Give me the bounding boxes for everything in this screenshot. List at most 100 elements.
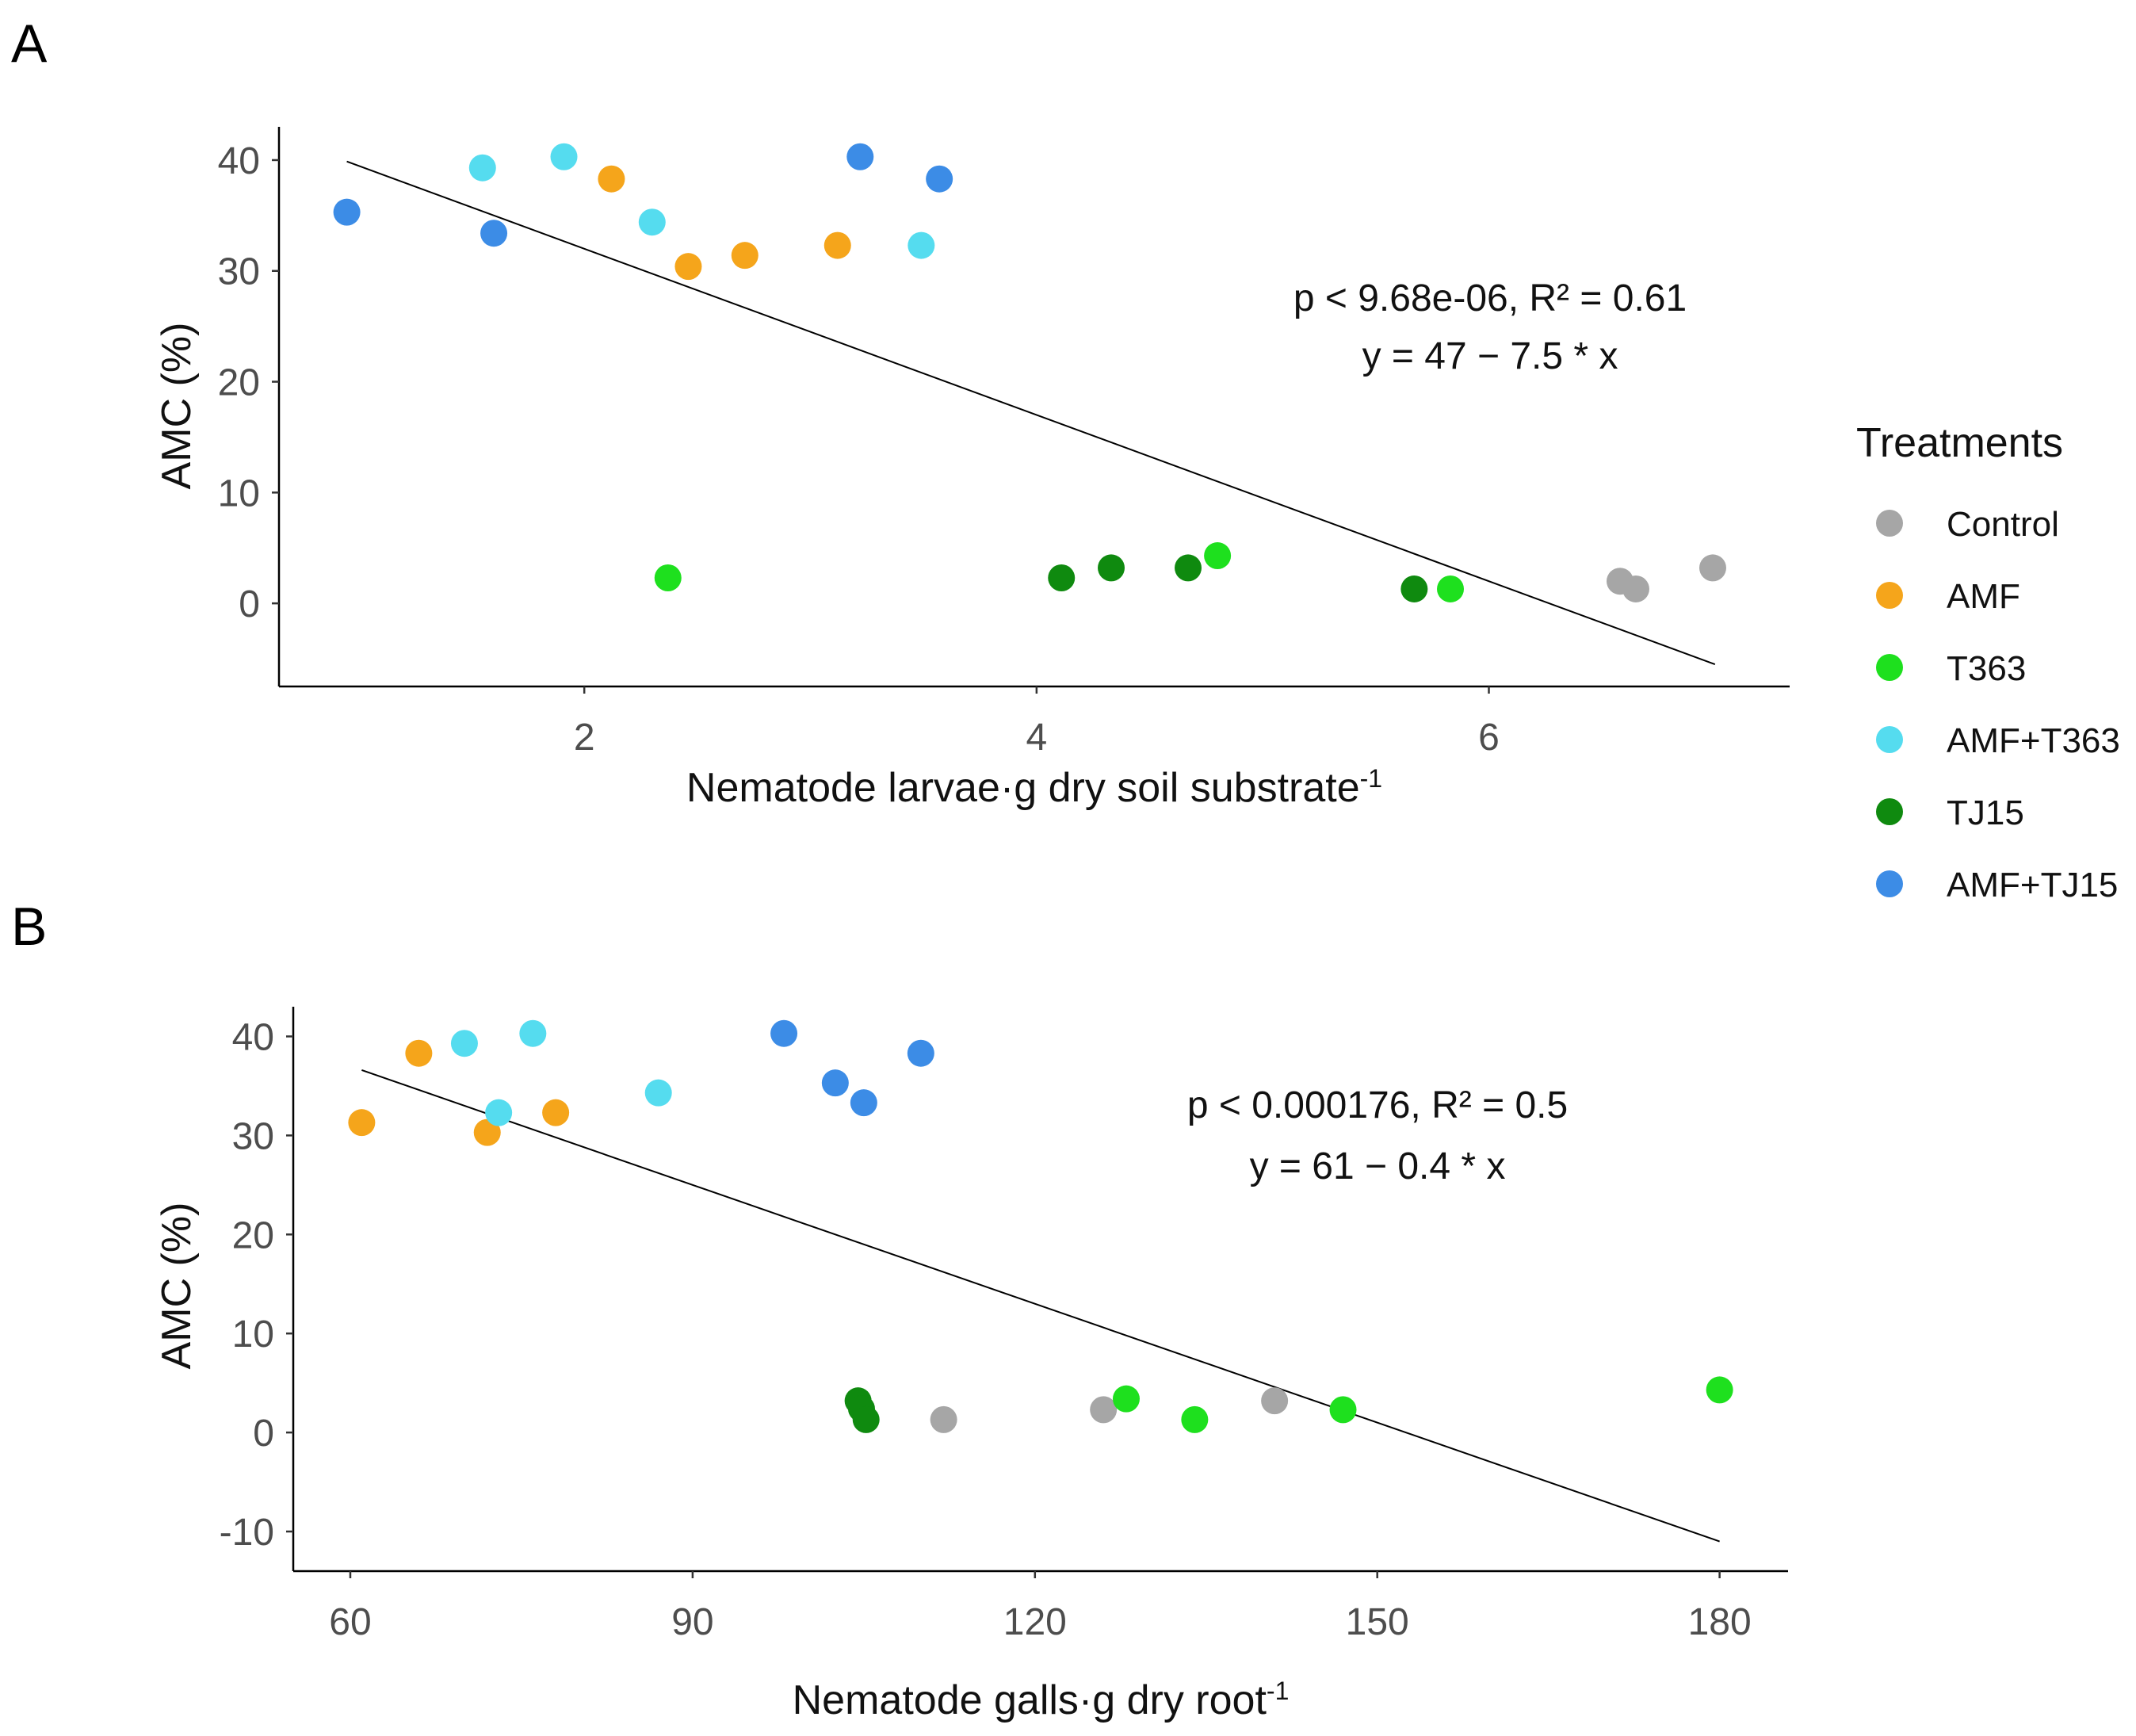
y-tick-label: 0 [253, 1413, 274, 1455]
data-point-amf-t363 [450, 1030, 478, 1057]
panel-a-points [333, 143, 1726, 602]
data-point-amf-tj15 [846, 143, 874, 170]
panel-a-x-axis-title-text: Nematode larvae·g dry soil substrate [686, 765, 1360, 811]
data-point-amf [731, 242, 758, 270]
data-point-amf-t363 [638, 208, 666, 236]
panel-b-annotation-stats: p < 0.000176, R² = 0.5 [1187, 1084, 1568, 1126]
y-tick-label: 0 [239, 583, 260, 625]
x-tick-label: 2 [574, 717, 595, 759]
data-point-amf [674, 253, 702, 281]
panel-a-annotation-stats: p < 9.68e-06, R² = 0.61 [1293, 277, 1687, 319]
data-point-control [1090, 1396, 1118, 1424]
data-point-amf-tj15 [821, 1069, 849, 1097]
panel-b-x-axis-title-sup: -1 [1267, 1677, 1289, 1705]
data-point-control [1622, 575, 1649, 602]
panel-a-label: A [11, 13, 48, 74]
data-point-tj15 [1175, 554, 1202, 582]
panel-a-x-axis-title-sup: -1 [1360, 764, 1382, 793]
data-point-control [930, 1405, 957, 1433]
panel-a-annotation-equation: y = 47 − 7.5 * x [1362, 335, 1618, 377]
y-tick-label: 10 [232, 1313, 274, 1356]
y-tick-label: 10 [218, 472, 260, 514]
panel-b-x-axis-title-text: Nematode galls·g dry root [793, 1677, 1267, 1723]
legend-label-amf: AMF [1947, 577, 2020, 616]
data-point-t363 [1181, 1405, 1209, 1433]
legend-label-t363: T363 [1947, 649, 2026, 688]
panel-b-annotation-equation: y = 61 − 0.4 * x [1250, 1145, 1506, 1187]
y-tick-label: 20 [232, 1214, 274, 1256]
panel-a-y-ticks: 0 10 20 30 40 [218, 140, 279, 625]
data-point-amf-tj15 [926, 165, 953, 193]
panel-b: B -10 0 10 20 30 40 60 90 120 150 180 p < 0.00017… [11, 897, 1788, 1723]
data-point-amf-tj15 [333, 198, 361, 226]
x-tick-label: 60 [329, 1601, 371, 1643]
panel-b-points [348, 1019, 1733, 1433]
y-tick-label: 30 [218, 251, 260, 293]
y-tick-label: -10 [220, 1512, 274, 1554]
legend-swatch-t363 [1876, 654, 1903, 681]
data-point-tj15 [1048, 564, 1076, 591]
legend-swatch-amf [1876, 582, 1903, 609]
y-tick-label: 40 [218, 140, 260, 182]
panel-a-x-axis-title: Nematode larvae·g dry soil substrate-1 [686, 764, 1382, 811]
legend-swatch-tj15 [1876, 798, 1903, 825]
data-point-amf-t363 [519, 1019, 547, 1047]
data-point-amf [405, 1039, 433, 1067]
data-point-t363 [1329, 1396, 1357, 1424]
data-point-amf [348, 1109, 376, 1137]
data-point-amf [598, 165, 625, 193]
panel-b-y-ticks: -10 0 10 20 30 40 [220, 1016, 293, 1554]
panel-b-x-ticks: 60 90 120 150 180 [329, 1571, 1752, 1643]
data-point-amf-tj15 [770, 1019, 798, 1047]
data-point-t363 [1706, 1376, 1733, 1404]
legend: Treatments Control AMF T363 AMF+T363 TJ15 AMF… [1856, 420, 2120, 904]
panel-b-x-axis-title: Nematode galls·g dry root-1 [793, 1677, 1290, 1723]
data-point-amf [542, 1099, 570, 1126]
data-point-amf-tj15 [480, 220, 508, 247]
panel-a-y-axis-title: AMC (%) [154, 323, 200, 490]
panel-b-regression-line [361, 1069, 1720, 1543]
data-point-amf-t363 [644, 1079, 672, 1107]
data-point-tj15 [1098, 554, 1125, 582]
legend-swatch-amf-tj15 [1876, 870, 1903, 897]
legend-label-amf-t363: AMF+T363 [1947, 721, 2120, 760]
data-point-amf [473, 1118, 501, 1146]
panel-b-label: B [11, 897, 47, 957]
data-point-tj15 [852, 1405, 880, 1433]
y-tick-label: 30 [232, 1115, 274, 1157]
data-point-amf-t363 [468, 154, 496, 182]
panel-b-y-axis-title: AMC (%) [154, 1203, 200, 1370]
y-tick-label: 20 [218, 362, 260, 404]
data-point-amf [823, 231, 851, 259]
x-tick-label: 120 [1003, 1601, 1067, 1643]
panel-a-x-ticks: 2 4 6 [574, 686, 1500, 759]
legend-label-amf-tj15: AMF+TJ15 [1947, 866, 2118, 904]
legend-title: Treatments [1856, 420, 2063, 466]
data-point-amf-tj15 [907, 1039, 934, 1067]
x-tick-label: 180 [1688, 1601, 1752, 1643]
data-point-tj15 [1400, 575, 1428, 602]
x-tick-label: 6 [1478, 717, 1500, 759]
x-tick-label: 90 [671, 1601, 713, 1643]
data-point-amf-t363 [550, 143, 578, 170]
data-point-t363 [1204, 542, 1232, 570]
panel-a-regression-line [346, 160, 1716, 665]
data-point-control [1698, 554, 1726, 582]
legend-label-tj15: TJ15 [1947, 793, 2024, 832]
legend-swatch-amf-t363 [1876, 726, 1903, 753]
data-point-t363 [1437, 575, 1465, 602]
data-point-amf-t363 [485, 1099, 513, 1126]
x-tick-label: 150 [1346, 1601, 1409, 1643]
legend-label-control: Control [1947, 505, 2059, 544]
data-point-t363 [654, 564, 682, 591]
data-point-amf-t363 [908, 231, 935, 259]
data-point-amf-tj15 [850, 1089, 877, 1117]
y-tick-label: 40 [232, 1016, 274, 1058]
x-tick-label: 4 [1026, 717, 1048, 759]
legend-swatch-control [1876, 510, 1903, 537]
data-point-control [1261, 1387, 1289, 1415]
legend-items: Control AMF T363 AMF+T363 TJ15 AMF+TJ15 [1876, 505, 2120, 904]
data-point-t363 [1112, 1385, 1140, 1413]
